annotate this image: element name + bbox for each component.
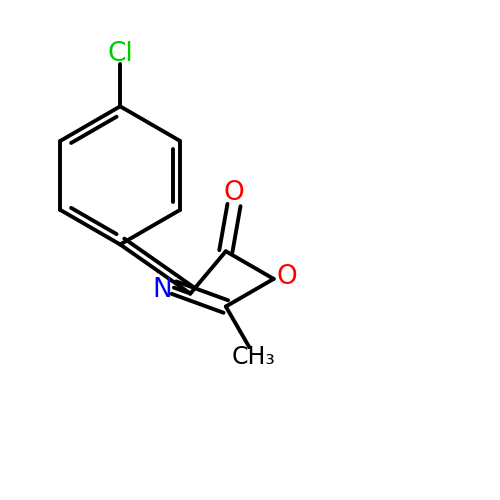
Text: Cl: Cl <box>108 41 133 67</box>
Text: O: O <box>276 264 297 289</box>
Text: CH₃: CH₃ <box>232 345 276 369</box>
Text: N: N <box>152 278 172 303</box>
Text: O: O <box>224 180 244 206</box>
